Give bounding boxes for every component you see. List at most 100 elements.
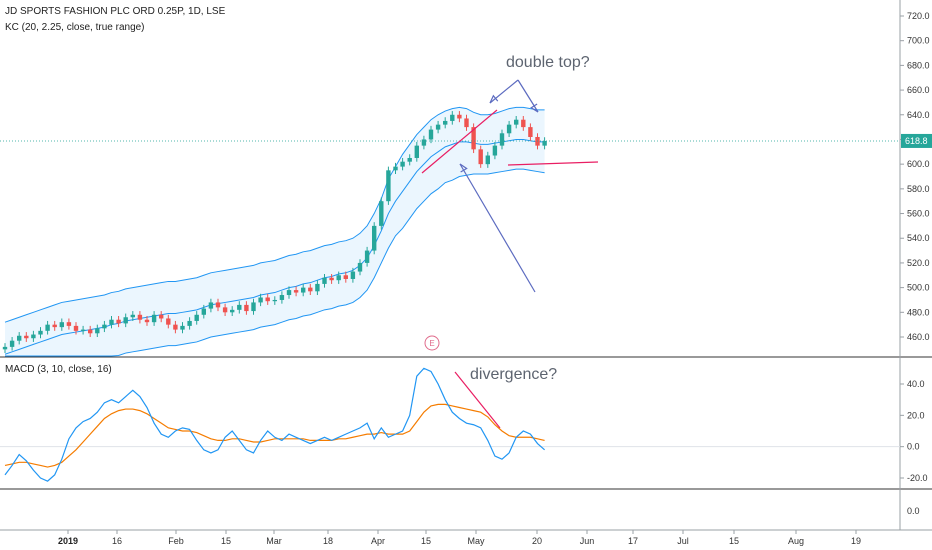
candle-body: [151, 314, 157, 323]
candle-body: [95, 328, 100, 334]
time-tick-label: 2019: [58, 536, 78, 546]
time-tick-label: Jun: [580, 536, 595, 546]
macd-legend: MACD (3, 10, close, 16): [5, 364, 112, 375]
candle-body: [201, 308, 206, 315]
candle-body: [315, 283, 320, 292]
candle-body: [542, 140, 547, 146]
time-tick-label: 18: [323, 536, 333, 546]
keltner-lower-line: [5, 168, 545, 357]
macd-tick-label: 40.0: [907, 379, 925, 389]
candle-body: [286, 290, 292, 296]
candle-body: [73, 325, 79, 331]
earnings-marker-label: E: [429, 339, 434, 348]
candle-body: [159, 314, 164, 319]
candle-body: [88, 329, 93, 334]
candle-body: [230, 309, 235, 313]
candle-body: [421, 139, 427, 146]
candle-body: [123, 317, 128, 324]
double-top-annotation: double top?: [506, 54, 590, 71]
price-tick-label: 460.0: [907, 332, 930, 342]
candle-body: [329, 277, 334, 281]
candle-body: [258, 297, 263, 303]
candle-body: [116, 319, 121, 324]
keltner-upper-line: [4, 106, 545, 323]
candle-body: [222, 307, 228, 313]
candle-body: [215, 302, 221, 308]
candle-body: [31, 334, 36, 339]
candle-body: [435, 124, 441, 130]
candle-body: [279, 295, 285, 300]
price-tick-label: 600.0: [907, 159, 930, 169]
candle-body: [9, 340, 15, 347]
macd-line: [4, 367, 545, 482]
candle-body: [130, 314, 135, 318]
candle-body: [24, 335, 29, 339]
macd-divergence-line: [454, 371, 501, 429]
time-tick-label: 15: [421, 536, 431, 546]
price-tick-label: 580.0: [907, 184, 930, 194]
candle-body: [109, 319, 114, 325]
candle-body: [208, 302, 214, 309]
candle-body: [350, 271, 356, 279]
time-tick-label: 20: [532, 536, 542, 546]
price-tick-label: 680.0: [907, 60, 930, 70]
macd-tick-label: -20.0: [907, 473, 928, 483]
candle-body: [45, 324, 50, 331]
last-price-label: 618.8: [905, 136, 928, 146]
candle-body: [364, 250, 370, 263]
time-tick-label: Mar: [266, 536, 282, 546]
arrow-valley-head: [459, 163, 468, 173]
divergence-annotation: divergence?: [470, 366, 558, 383]
candle-body: [66, 322, 72, 326]
arrow-left-top-head: [489, 94, 499, 104]
time-tick-label: 15: [729, 536, 739, 546]
candle-body: [428, 129, 434, 140]
candle-body: [485, 155, 490, 165]
candle-body: [478, 149, 483, 165]
candle-body: [471, 127, 476, 150]
candle-body: [336, 275, 341, 281]
price-tick-label: 480.0: [907, 307, 930, 317]
earnings-marker: [424, 335, 440, 351]
candle-body: [194, 314, 199, 321]
lower-pane-tick-label: 0.0: [907, 506, 920, 516]
candle-body: [521, 119, 526, 128]
keltner-fill: [5, 107, 545, 356]
candle-body: [308, 287, 313, 292]
candle-body: [272, 299, 277, 302]
candle-body: [322, 277, 327, 284]
candle-body: [102, 324, 107, 329]
time-tick-label: Feb: [168, 536, 184, 546]
macd-tick-label: 20.0: [907, 410, 925, 420]
candle-body: [372, 225, 377, 251]
candle-body: [443, 120, 448, 125]
candle-body: [2, 346, 8, 350]
candle-body: [393, 166, 398, 171]
price-tick-label: 540.0: [907, 233, 930, 243]
candle-body: [251, 302, 256, 312]
candle-body: [187, 320, 192, 326]
candle-body: [265, 297, 270, 302]
time-tick-label: May: [467, 536, 485, 546]
candle-body: [386, 170, 391, 202]
arrow-valley: [459, 163, 536, 293]
price-tick-label: 560.0: [907, 209, 930, 219]
time-tick-label: Aug: [788, 536, 804, 546]
macd-signal-line: [4, 403, 545, 468]
macd-tick-label: 0.0: [907, 442, 920, 452]
time-tick-label: Apr: [371, 536, 385, 546]
time-tick-label: 19: [851, 536, 861, 546]
candle-body: [343, 275, 348, 279]
arrow-right-top: [517, 79, 539, 113]
keltner-legend: KC (20, 2.25, close, true range): [5, 22, 145, 33]
time-tick-label: 15: [221, 536, 231, 546]
price-tick-label: 500.0: [907, 283, 930, 293]
price-tick-label: 720.0: [907, 11, 930, 21]
candle-body: [173, 324, 178, 330]
candle-body: [514, 119, 519, 125]
price-tick-label: 660.0: [907, 85, 930, 95]
arrow-left-top: [489, 79, 519, 104]
candle-body: [407, 157, 412, 162]
price-tick-label: 700.0: [907, 36, 930, 46]
